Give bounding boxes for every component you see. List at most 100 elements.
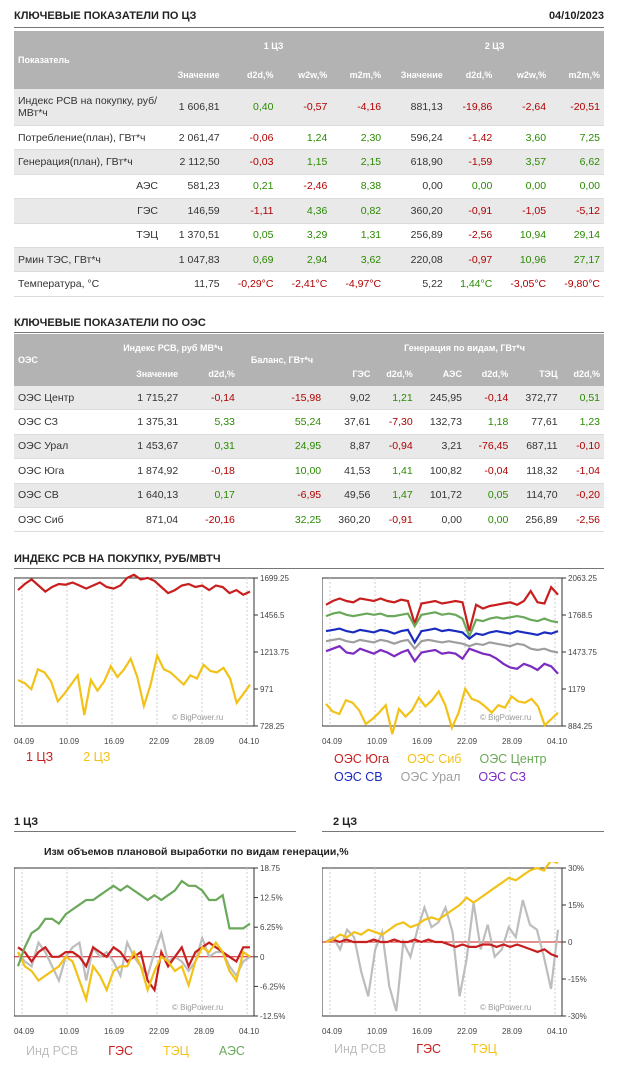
section-title-3: ИНДЕКС РСВ НА ПОКУПКУ, РУБ/МВТЧ — [14, 553, 221, 565]
cell: 114,70 — [512, 483, 562, 508]
x-tick-label: 10.09 — [367, 1027, 388, 1036]
cell: 7,25 — [550, 125, 604, 151]
cell: -0,03 — [223, 149, 278, 175]
cell: -20,51 — [550, 89, 604, 126]
cell: 581,23 — [162, 174, 224, 200]
legend-item: ОЭС Центр — [479, 752, 547, 766]
cell: 1 606,81 — [162, 89, 224, 126]
y-tick-label: 1473.75 — [568, 648, 597, 657]
cell: -0,91 — [374, 507, 417, 533]
cell: 0,00 — [550, 174, 604, 200]
cell: -0,57 — [277, 89, 332, 126]
divider — [14, 817, 296, 832]
plot-area — [14, 867, 255, 1017]
legend-gen-1: Инд РСВ ГЭС ТЭЦ АЭС — [26, 1042, 286, 1061]
cell: 871,04 — [107, 507, 183, 533]
subheader: d2d,% — [182, 362, 239, 386]
x-tick-label: 04.10 — [239, 737, 260, 746]
cell: 9,02 — [325, 386, 375, 411]
cell: 4,36 — [277, 198, 332, 224]
subheader: d2d,% — [374, 362, 417, 386]
legend-item: ГЭС — [108, 1044, 133, 1058]
table-row: АЭС 581,23 0,21 -2,46 8,38 0,00 0,00 0,00 0,00 — [14, 174, 604, 200]
y-tick-label: 18.75 — [260, 864, 281, 873]
table-row: Потребление(план), ГВт*ч 2 061,47 -0,06 1,2… — [14, 125, 604, 151]
y-tick-label: -6.25% — [260, 982, 285, 991]
cell: -0,97 — [446, 247, 497, 273]
cell: 2 112,50 — [162, 149, 224, 175]
cell: 0,05 — [465, 483, 513, 508]
row-label: ОЭС Урал — [14, 434, 107, 460]
subheader: ТЭЦ — [512, 362, 562, 386]
cell: -2,46 — [277, 174, 332, 200]
cell: 32,25 — [238, 507, 326, 533]
cell: 687,11 — [512, 434, 562, 460]
cell: -0,14 — [465, 386, 513, 411]
divider — [14, 13, 604, 28]
subheader: d2d,% — [561, 362, 604, 386]
row-label: Индекс РСВ на покупку, руб/МВт*ч — [14, 89, 162, 126]
table-cz: Показатель 1 ЦЗ 2 ЦЗ Значение d2d,% w2w,% m… — [14, 31, 604, 297]
section-title-4a: 1 ЦЗ — [14, 816, 39, 828]
col-balance: Баланс, ГВт*ч — [238, 334, 326, 386]
cell: 1 874,92 — [107, 458, 183, 484]
cell: 11,75 — [162, 271, 224, 297]
x-tick-label: 16.09 — [104, 737, 125, 746]
cell: 3,60 — [496, 125, 551, 151]
cell: 360,20 — [325, 507, 375, 533]
series-line-4 — [325, 637, 559, 654]
x-tick-label: 16.09 — [104, 1027, 125, 1036]
cell: 8,38 — [331, 174, 386, 200]
x-tick-label: 28.09 — [194, 737, 215, 746]
cell: 256,89 — [512, 507, 562, 533]
cell: -0,06 — [223, 125, 278, 151]
cell: 0,00 — [416, 507, 466, 533]
watermark: © BigPower.ru — [480, 713, 531, 722]
row-label: ОЭС СЗ — [14, 409, 107, 435]
table-row: ОЭС Сиб 871,04 -20,16 32,25 360,20 -0,91 0,00 0… — [14, 507, 604, 533]
cell: 1 715,27 — [107, 386, 183, 411]
price-chart-2cz: 2063.25 1768.5 1473.75 1179 884.25 04.09 10.09… — [322, 574, 597, 746]
series-line-0 — [325, 585, 559, 632]
cell: -1,42 — [446, 125, 497, 151]
subheader: m2m,% — [550, 61, 604, 89]
table-row: ОЭС Юга 1 874,92 -0,18 10,00 41,53 1,41 100,82… — [14, 458, 604, 484]
subheader: Значение — [162, 61, 224, 89]
subheader: ГЭС — [325, 362, 375, 386]
x-tick-label: 10.09 — [59, 737, 80, 746]
cell: 1,24 — [277, 125, 332, 151]
x-tick-label: 04.09 — [322, 737, 343, 746]
legend-item: ОЭС СЗ — [478, 770, 527, 784]
series-line-0 — [325, 899, 560, 1012]
subheader: d2d,% — [446, 61, 497, 89]
cell: -1,11 — [223, 198, 278, 224]
cell: -0,04 — [465, 458, 513, 484]
cell: 3,57 — [496, 149, 551, 175]
cell: -4,16 — [331, 89, 386, 126]
x-tick-label: 04.10 — [547, 737, 568, 746]
legend-item: ТЭЦ — [471, 1042, 497, 1056]
cell: 2,15 — [331, 149, 386, 175]
cell: -0,91 — [446, 198, 497, 224]
series-line-2 — [325, 611, 559, 640]
legend-item: 1 ЦЗ — [26, 750, 54, 764]
y-tick-label: 1213.75 — [260, 648, 289, 657]
cell: -2,56 — [561, 507, 604, 533]
cell: 2,30 — [331, 125, 386, 151]
legend-gen-2: Инд РСВ ГЭС ТЭЦ — [334, 1042, 594, 1056]
col-group-price: Индекс РСВ, руб МВ*ч — [107, 334, 239, 362]
x-tick-label: 04.09 — [322, 1027, 343, 1036]
cell: -4,97°С — [331, 271, 386, 297]
y-tick-label: 728.25 — [260, 722, 285, 731]
cell: -1,59 — [446, 149, 497, 175]
subheader: w2w,% — [277, 61, 332, 89]
cell: 1,15 — [277, 149, 332, 175]
cell: 0,31 — [182, 434, 239, 460]
subheader: d2d,% — [223, 61, 278, 89]
table-row: Генерация(план), ГВт*ч 2 112,50 -0,03 1,15 2… — [14, 149, 604, 175]
cell: -6,95 — [238, 483, 326, 508]
y-tick-label: 971 — [260, 685, 274, 694]
cell: 146,59 — [162, 198, 224, 224]
gen-chart-2cz: 30% 15% 0 -15% -30% 04.09 10.09 16.09 22.09 28.09… — [322, 862, 587, 1036]
cell: 100,82 — [416, 458, 466, 484]
